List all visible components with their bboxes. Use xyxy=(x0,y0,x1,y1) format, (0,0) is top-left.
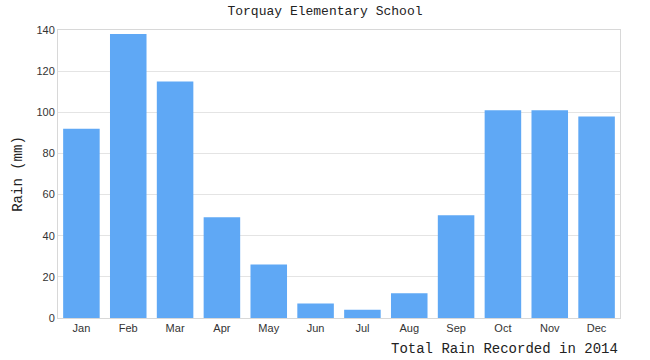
svg-text:May: May xyxy=(258,322,279,334)
svg-text:100: 100 xyxy=(36,106,54,118)
svg-text:Torquay Elementary School: Torquay Elementary School xyxy=(227,4,422,19)
svg-text:120: 120 xyxy=(36,65,54,77)
svg-text:Jul: Jul xyxy=(355,322,369,334)
svg-text:80: 80 xyxy=(43,147,55,159)
svg-text:0: 0 xyxy=(49,312,55,324)
svg-text:Mar: Mar xyxy=(166,322,185,334)
svg-text:Jan: Jan xyxy=(73,322,91,334)
svg-text:Nov: Nov xyxy=(540,322,560,334)
svg-text:20: 20 xyxy=(43,271,55,283)
svg-text:Feb: Feb xyxy=(119,322,138,334)
svg-text:Apr: Apr xyxy=(213,322,230,334)
svg-text:Total Rain Recorded in 2014: Total Rain Recorded in 2014 xyxy=(391,341,618,357)
svg-text:Sep: Sep xyxy=(446,322,466,334)
svg-text:Oct: Oct xyxy=(494,322,511,334)
svg-text:Aug: Aug xyxy=(399,322,419,334)
svg-text:Jun: Jun xyxy=(307,322,325,334)
svg-text:140: 140 xyxy=(36,24,54,36)
svg-text:60: 60 xyxy=(43,188,55,200)
svg-text:Rain (mm): Rain (mm) xyxy=(10,136,26,212)
svg-text:Dec: Dec xyxy=(587,322,607,334)
svg-text:40: 40 xyxy=(43,230,55,242)
